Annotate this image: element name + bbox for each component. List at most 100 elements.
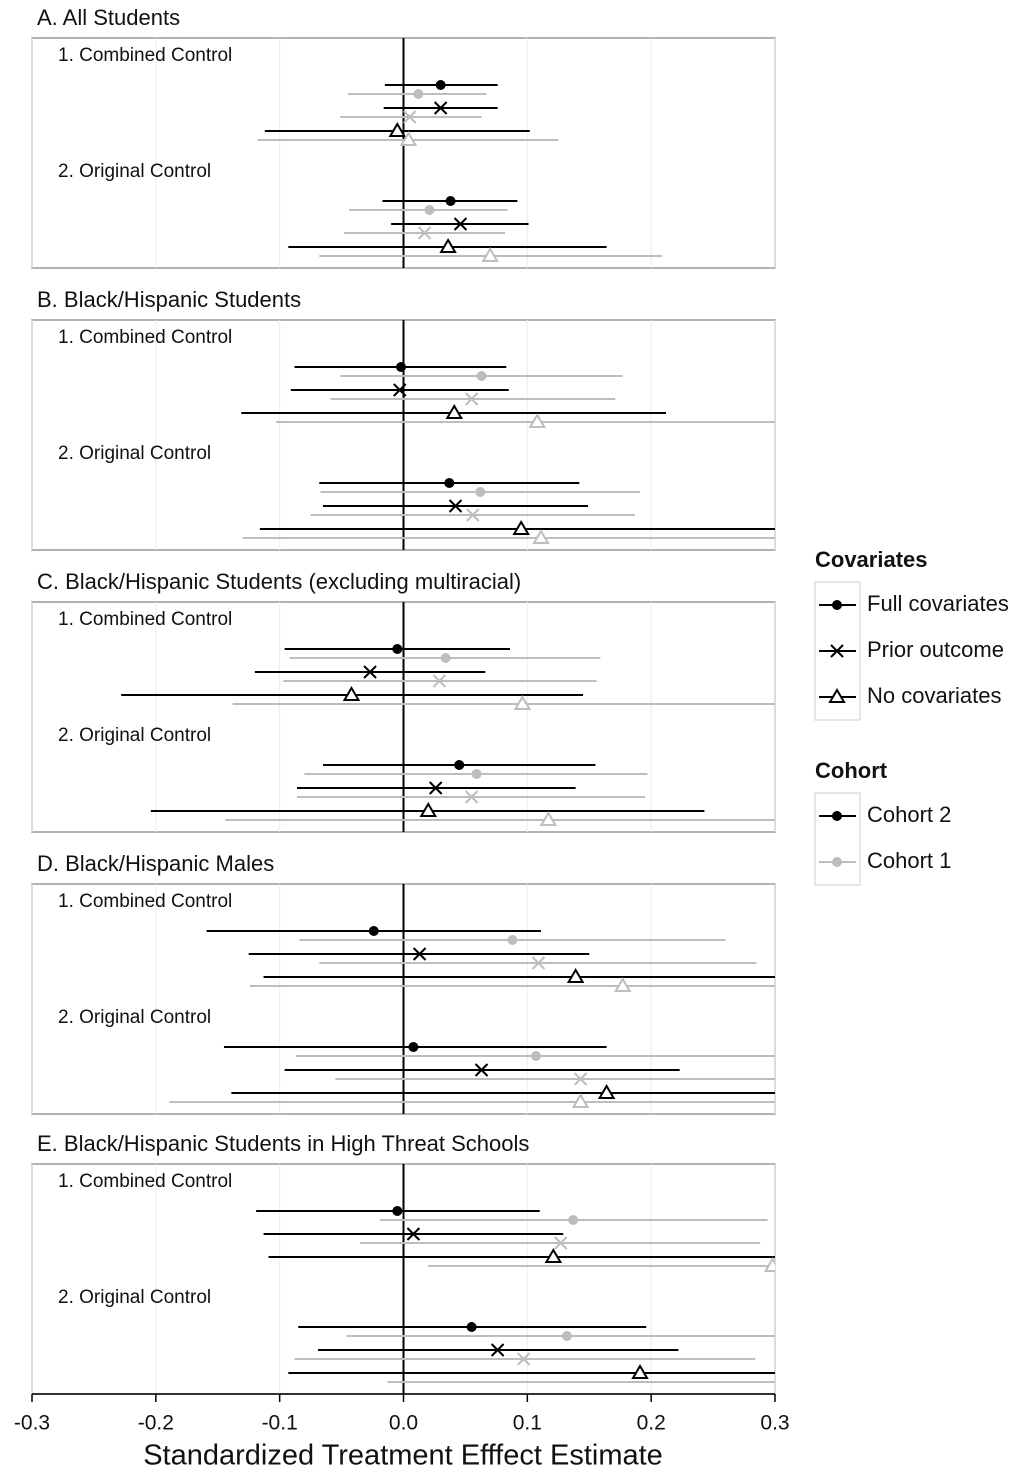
point-x <box>402 110 417 124</box>
point <box>388 122 407 137</box>
x-axis-label: Standardized Treatment Efffect Estimate <box>143 1440 663 1472</box>
point <box>466 1322 477 1332</box>
point <box>763 1257 775 1272</box>
group-label: 2. Original Control <box>58 161 211 182</box>
point <box>432 674 447 688</box>
legend-key-box <box>814 792 861 886</box>
x-tick-label: -0.1 <box>262 1412 298 1435</box>
point-x <box>363 665 377 679</box>
point <box>392 1206 403 1216</box>
point <box>393 383 407 397</box>
point <box>475 487 486 497</box>
point <box>454 760 465 770</box>
point <box>435 80 446 90</box>
panel-title: D. Black/Hispanic Males <box>37 851 274 876</box>
point <box>406 1227 421 1241</box>
point <box>417 226 432 240</box>
point <box>631 1364 649 1379</box>
point <box>532 529 550 544</box>
point <box>613 977 632 992</box>
point-x <box>466 508 480 522</box>
panel-marks <box>257 80 663 262</box>
legend-title: Cohort <box>815 758 888 783</box>
panel-title: A. All Students <box>37 5 180 30</box>
point <box>561 1331 572 1341</box>
group-label: 2. Original Control <box>58 725 211 746</box>
panel-title: C. Black/Hispanic Students (excluding mu… <box>37 569 521 594</box>
point <box>513 695 532 710</box>
point <box>424 205 435 215</box>
point-x <box>453 217 468 231</box>
panel-marks <box>256 1206 844 1387</box>
point <box>342 686 361 701</box>
point <box>439 238 457 253</box>
point <box>368 926 379 936</box>
point <box>507 935 518 945</box>
group-label: 1. Combined Control <box>58 45 232 66</box>
point <box>476 371 487 381</box>
point <box>571 1093 590 1108</box>
point <box>568 1215 579 1225</box>
point <box>566 968 585 983</box>
legend-entry: No covariates <box>867 683 1002 708</box>
point <box>453 217 468 231</box>
point <box>448 499 463 513</box>
point <box>828 688 846 703</box>
point <box>573 1072 588 1086</box>
group-label: 1. Combined Control <box>58 891 232 912</box>
point-x <box>490 1343 505 1357</box>
point <box>464 392 479 406</box>
point <box>445 404 464 419</box>
x-tick-label: -0.3 <box>14 1412 50 1435</box>
point <box>363 665 377 679</box>
point <box>433 101 448 115</box>
point <box>832 600 842 610</box>
point <box>428 781 443 795</box>
legend-entry: Cohort 2 <box>867 802 951 827</box>
point <box>466 508 480 522</box>
panel-marks <box>169 926 775 1108</box>
panel-marks <box>121 644 775 826</box>
point <box>490 1343 505 1357</box>
point <box>440 653 451 663</box>
point <box>444 478 455 488</box>
point-x <box>464 790 479 804</box>
point <box>419 802 438 817</box>
point-x <box>531 956 546 970</box>
x-tick-label: 0.0 <box>389 1412 418 1435</box>
group-label: 2. Original Control <box>58 1007 211 1028</box>
point <box>471 769 482 779</box>
point <box>531 956 546 970</box>
point <box>597 1084 616 1099</box>
point <box>474 1063 489 1077</box>
point-x <box>516 1352 531 1366</box>
point-x <box>428 781 443 795</box>
point <box>528 413 546 428</box>
point-x <box>393 383 407 397</box>
point-x <box>433 101 448 115</box>
point <box>512 520 530 535</box>
point <box>408 1042 419 1052</box>
point <box>396 362 407 372</box>
point <box>544 1248 563 1263</box>
panel-title: E. Black/Hispanic Students in High Threa… <box>37 1131 529 1156</box>
point-x <box>464 392 479 406</box>
legend-entry: Full covariates <box>867 591 1009 616</box>
point-x <box>474 1063 489 1077</box>
point <box>531 1051 542 1061</box>
panel-marks <box>241 362 775 544</box>
legend-title: Covariates <box>815 547 928 572</box>
point <box>832 857 842 867</box>
legend-entry: Prior outcome <box>867 637 1004 662</box>
point-x <box>448 499 463 513</box>
point-x <box>554 1236 568 1250</box>
point <box>413 89 424 99</box>
legend-entry: Cohort 1 <box>867 848 951 873</box>
point-x <box>830 644 844 658</box>
point <box>830 1375 844 1387</box>
group-label: 1. Combined Control <box>58 609 232 630</box>
point <box>554 1236 568 1250</box>
x-tick-label: 0.3 <box>760 1412 789 1435</box>
point <box>539 811 558 826</box>
